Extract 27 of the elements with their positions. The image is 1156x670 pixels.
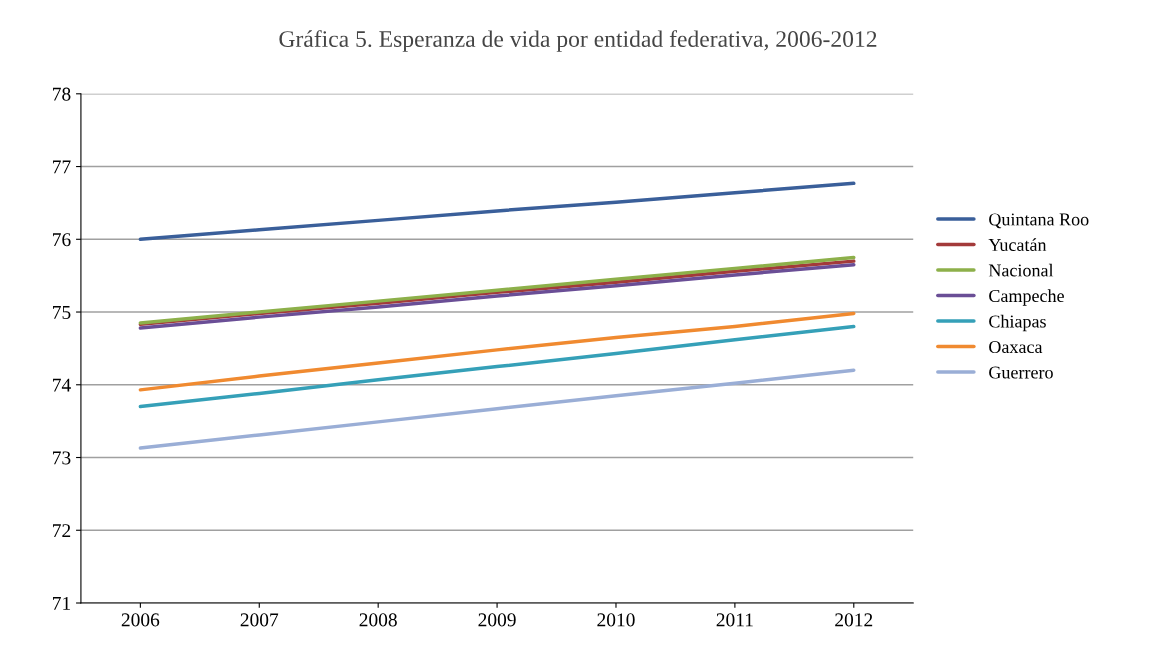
y-tick-label: 77 bbox=[53, 160, 71, 174]
y-tick-label: 71 bbox=[53, 596, 71, 610]
x-tick-label: 2009 bbox=[478, 613, 516, 627]
x-tick-label: 2010 bbox=[597, 613, 635, 627]
legend-label: Quintana Roo bbox=[989, 213, 1089, 229]
y-tick-label: 75 bbox=[53, 306, 71, 319]
legend-label: Guerrero bbox=[989, 366, 1053, 379]
line-series bbox=[138, 324, 856, 409]
x-tick-label: 2006 bbox=[121, 613, 160, 627]
chart-title: Gráfica 5. Esperanza de vida por entidad federativa, 2006-2012 bbox=[279, 30, 877, 52]
x-tick-label: 2008 bbox=[359, 613, 397, 627]
legend-label: Yucatán bbox=[988, 238, 1047, 252]
legend-label: Nacional bbox=[988, 263, 1054, 277]
y-tick-label: 76 bbox=[53, 233, 71, 247]
y-tick-label: 73 bbox=[53, 451, 71, 465]
x-tick-label: 2007 bbox=[240, 613, 279, 627]
x-tick-label: 2011 bbox=[716, 613, 753, 627]
y-tick-label: 72 bbox=[53, 524, 71, 537]
y-tick-label: 74 bbox=[53, 378, 71, 392]
legend-label: Oaxaca bbox=[989, 340, 1043, 354]
legend-label: Chiapas bbox=[989, 314, 1046, 332]
line-series bbox=[138, 368, 856, 450]
legend-label: Campeche bbox=[989, 289, 1064, 306]
y-tick-label: 78 bbox=[53, 87, 71, 101]
line-series bbox=[138, 311, 856, 392]
line-series bbox=[138, 181, 856, 242]
x-tick-label: 2012 bbox=[835, 613, 873, 627]
